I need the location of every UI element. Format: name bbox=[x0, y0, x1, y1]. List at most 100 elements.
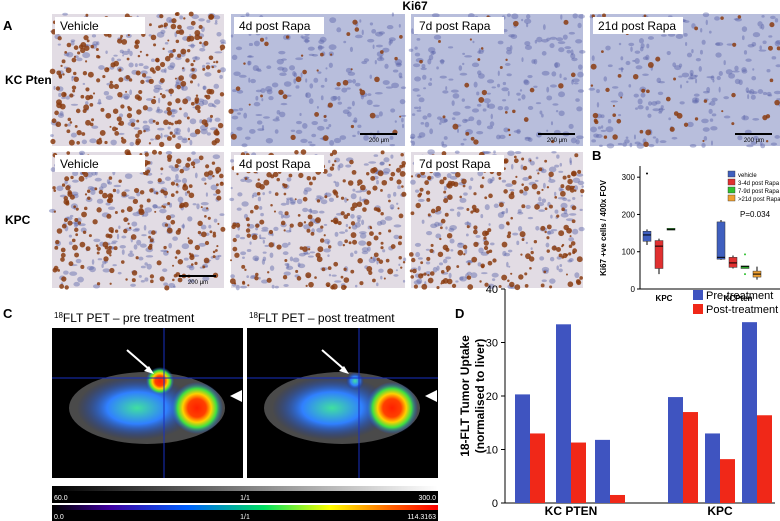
tissue-cell bbox=[480, 272, 488, 275]
tissue-cell bbox=[737, 135, 743, 141]
tissue-cell bbox=[551, 71, 557, 77]
tissue-cell bbox=[160, 172, 163, 175]
stained-nucleus bbox=[369, 231, 374, 237]
tissue-cell bbox=[311, 120, 319, 126]
stained-nucleus bbox=[399, 115, 402, 118]
stained-nucleus bbox=[444, 212, 449, 217]
tissue-cell bbox=[762, 91, 768, 96]
stained-nucleus bbox=[396, 179, 402, 185]
stained-nucleus bbox=[296, 276, 302, 281]
stained-nucleus bbox=[113, 246, 118, 251]
tissue-cell bbox=[256, 120, 263, 125]
stained-nucleus bbox=[288, 173, 293, 178]
stained-nucleus bbox=[74, 218, 79, 223]
stained-nucleus bbox=[427, 175, 432, 181]
stained-nucleus bbox=[85, 246, 91, 252]
stained-nucleus bbox=[562, 175, 567, 180]
tissue-cell bbox=[297, 262, 301, 267]
tissue-cell bbox=[686, 52, 693, 58]
stained-nucleus bbox=[329, 152, 334, 157]
tissue-cell bbox=[464, 105, 471, 109]
stained-nucleus bbox=[560, 184, 565, 189]
stained-nucleus bbox=[150, 34, 157, 41]
stained-nucleus bbox=[510, 272, 513, 275]
tissue-cell bbox=[129, 141, 135, 147]
stained-nucleus bbox=[303, 221, 307, 224]
tissue-cell bbox=[247, 60, 251, 66]
stained-nucleus bbox=[168, 53, 174, 58]
stained-nucleus bbox=[63, 218, 68, 223]
tissue-cell bbox=[709, 118, 714, 122]
tissue-cell bbox=[428, 54, 434, 61]
tissue-cell bbox=[562, 34, 568, 40]
tissue-cell bbox=[548, 178, 556, 183]
tissue-cell bbox=[523, 79, 530, 86]
tissue-cell bbox=[213, 83, 220, 89]
tissue-cell bbox=[465, 260, 474, 264]
y-axis-label: (normalised to liver) bbox=[473, 339, 487, 454]
tissue-cell bbox=[681, 72, 690, 78]
stained-nucleus bbox=[537, 172, 540, 175]
stained-nucleus bbox=[643, 14, 647, 18]
stained-nucleus bbox=[81, 132, 86, 136]
stained-nucleus bbox=[97, 55, 101, 59]
stained-nucleus bbox=[96, 282, 101, 286]
bar bbox=[668, 397, 683, 503]
stained-nucleus bbox=[61, 59, 66, 64]
tissue-cell bbox=[261, 125, 265, 131]
stained-nucleus bbox=[278, 89, 284, 95]
tissue-cell bbox=[452, 93, 460, 99]
stained-nucleus bbox=[245, 217, 250, 222]
tissue-cell bbox=[449, 238, 455, 244]
stained-nucleus bbox=[199, 41, 202, 45]
stained-nucleus bbox=[569, 235, 572, 238]
stained-nucleus bbox=[479, 184, 484, 189]
stained-nucleus bbox=[285, 35, 290, 39]
tissue-cell bbox=[570, 53, 576, 59]
tissue-cell bbox=[581, 185, 585, 188]
tissue-cell bbox=[416, 278, 423, 284]
tissue-cell bbox=[541, 51, 547, 56]
stained-nucleus bbox=[99, 130, 106, 136]
stained-nucleus bbox=[380, 241, 384, 245]
stained-nucleus bbox=[617, 74, 622, 78]
tissue-cell bbox=[181, 138, 188, 144]
stained-nucleus bbox=[130, 234, 137, 240]
tissue-cell bbox=[595, 133, 603, 139]
image-label: Vehicle bbox=[60, 19, 99, 33]
tissue-cell bbox=[373, 154, 379, 157]
tissue-cell bbox=[605, 45, 611, 51]
stained-nucleus bbox=[86, 189, 91, 193]
tissue-cell bbox=[443, 185, 448, 191]
tissue-cell bbox=[56, 185, 64, 192]
tissue-cell bbox=[345, 223, 349, 228]
stained-nucleus bbox=[342, 79, 349, 86]
tissue-cell bbox=[112, 264, 117, 267]
tissue-cell bbox=[647, 36, 654, 40]
stained-nucleus bbox=[120, 136, 124, 140]
tissue-cell bbox=[701, 142, 706, 148]
stained-nucleus bbox=[322, 135, 329, 141]
stained-nucleus bbox=[135, 256, 139, 260]
tissue-cell bbox=[378, 31, 385, 35]
tissue-cell bbox=[771, 56, 777, 60]
stained-nucleus bbox=[175, 98, 181, 104]
stained-nucleus bbox=[546, 236, 550, 240]
tissue-cell bbox=[541, 38, 549, 43]
stained-nucleus bbox=[254, 275, 259, 281]
tissue-cell bbox=[69, 214, 74, 218]
tissue-cell bbox=[384, 216, 393, 221]
tissue-cell bbox=[192, 56, 201, 61]
tissue-cell bbox=[743, 114, 746, 120]
tissue-cell bbox=[554, 62, 558, 69]
tissue-cell bbox=[438, 122, 442, 125]
colorbar-min: 0.0 bbox=[54, 514, 64, 521]
stained-nucleus bbox=[74, 252, 80, 258]
tissue-cell bbox=[660, 105, 664, 109]
stained-nucleus bbox=[577, 169, 582, 174]
stained-nucleus bbox=[612, 113, 617, 118]
tissue-cell bbox=[414, 242, 422, 247]
stained-nucleus bbox=[84, 45, 90, 51]
stained-nucleus bbox=[174, 120, 179, 125]
stained-nucleus bbox=[251, 234, 258, 241]
